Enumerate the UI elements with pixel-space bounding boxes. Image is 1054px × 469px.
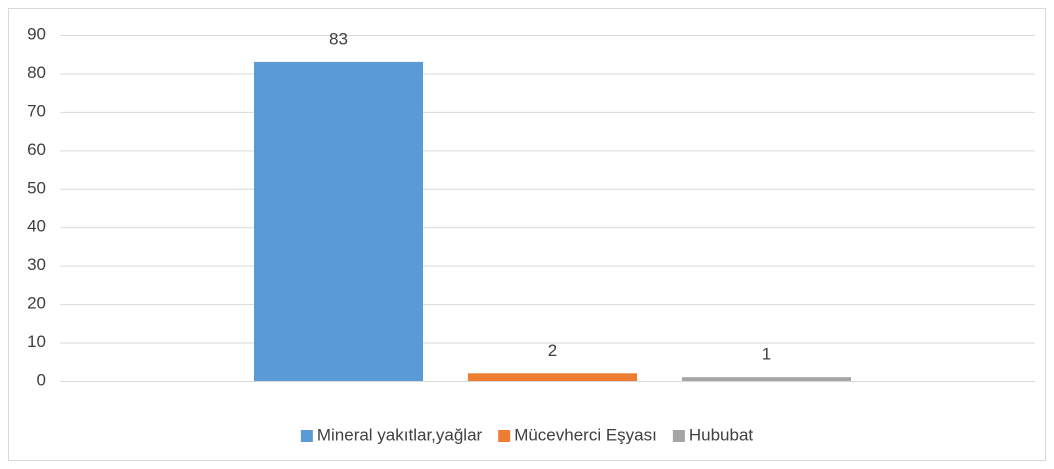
bar [682, 377, 851, 381]
legend-swatch [498, 430, 511, 442]
y-tick-label: 30 [27, 255, 46, 274]
data-label: 2 [548, 341, 557, 360]
bar [468, 373, 637, 381]
chart-border [8, 8, 1046, 461]
y-tick-label: 20 [27, 294, 46, 313]
bar [254, 61, 423, 382]
legend-label: Mineral yakıtlar,yağlar [317, 425, 483, 444]
data-label: 1 [762, 345, 771, 364]
legend-swatch [672, 430, 685, 442]
data-label: 83 [329, 29, 348, 48]
legend-swatch [300, 430, 313, 442]
legend-label: Hububat [689, 425, 754, 444]
y-tick-label: 10 [27, 332, 46, 351]
y-tick-label: 80 [27, 63, 46, 82]
y-tick-label: 90 [27, 24, 46, 43]
y-tick-label: 0 [37, 370, 46, 389]
y-tick-label: 70 [27, 101, 46, 120]
y-tick-label: 40 [27, 217, 46, 236]
y-tick-label: 60 [27, 140, 46, 159]
legend-label: Mücevherci Eşyası [514, 425, 657, 444]
y-tick-label: 50 [27, 178, 46, 197]
